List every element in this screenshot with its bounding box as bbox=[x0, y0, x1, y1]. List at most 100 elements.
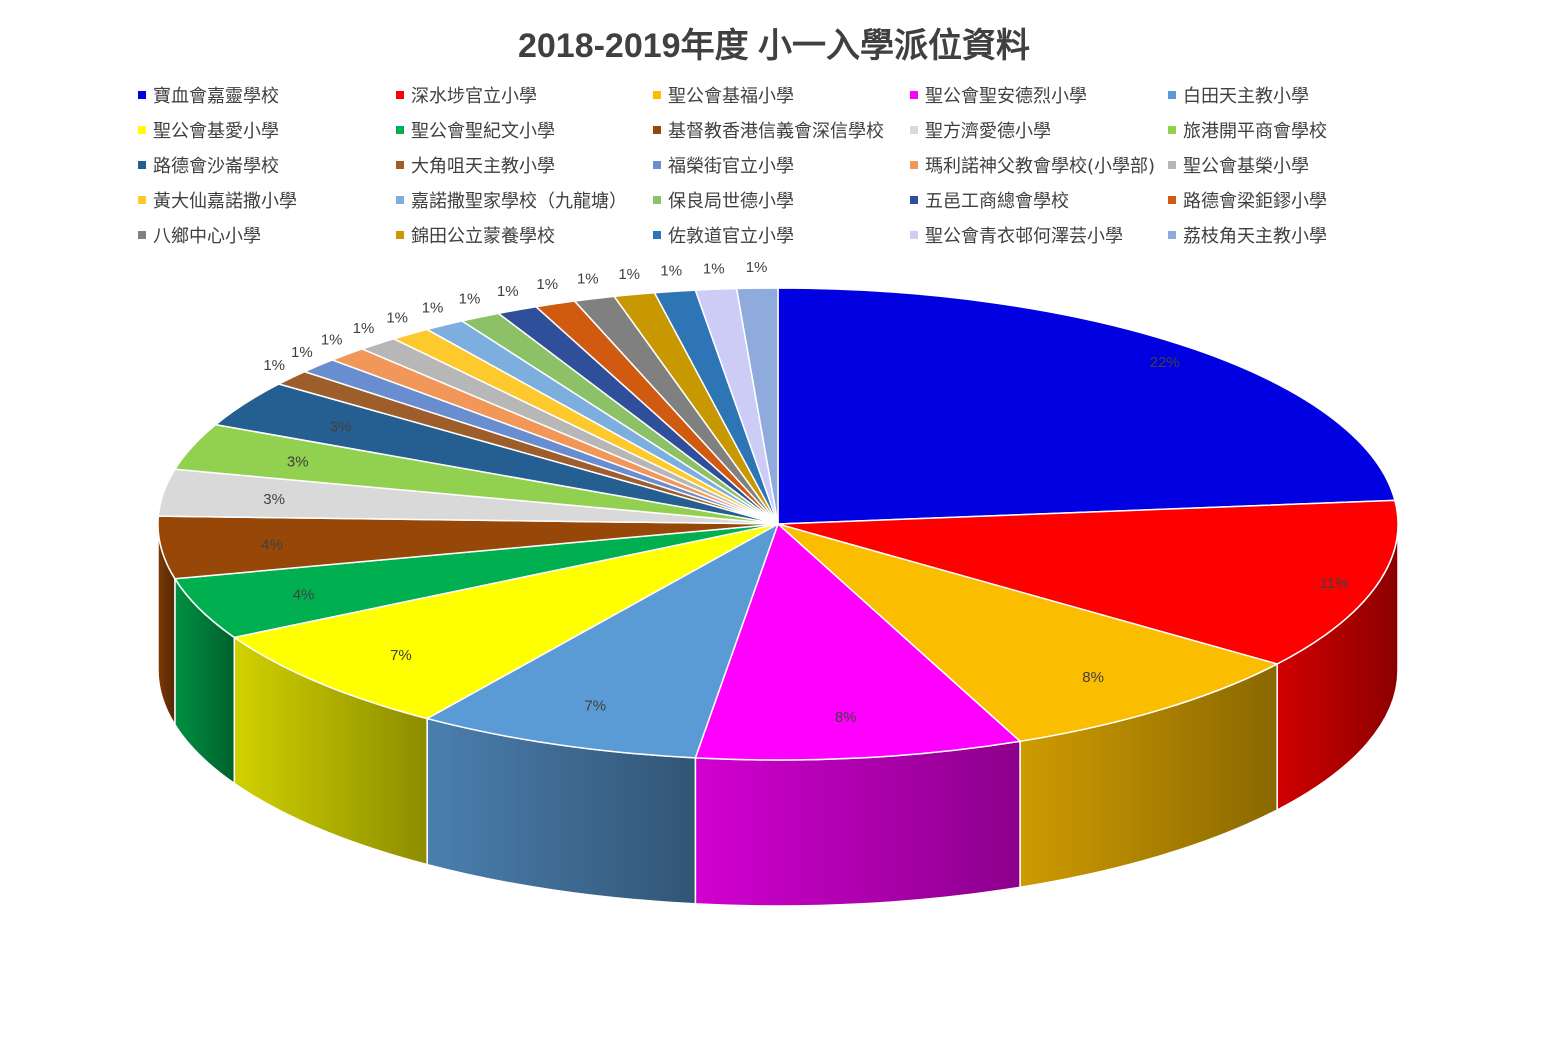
legend-swatch bbox=[396, 126, 404, 134]
legend-label: 黃大仙嘉諾撒小學 bbox=[153, 191, 297, 212]
pie-slice bbox=[233, 523, 779, 720]
legend-swatch bbox=[396, 231, 404, 239]
legend-swatch bbox=[910, 126, 918, 134]
legend-label: 深水埗官立小學 bbox=[411, 86, 537, 107]
legend-label: 嘉諾撒聖家學校（九龍塘） bbox=[411, 191, 627, 212]
data-label: 1% bbox=[263, 357, 285, 374]
pie-slice bbox=[426, 523, 779, 759]
legend-swatch bbox=[396, 161, 404, 169]
data-label: 3% bbox=[330, 418, 352, 435]
pie-slice bbox=[777, 523, 1278, 743]
data-label: 1% bbox=[459, 291, 481, 308]
legend-label: 聖公會青衣邨何澤芸小學 bbox=[925, 226, 1123, 247]
legend-item: 路德會沙崙學校 bbox=[138, 152, 279, 182]
legend-label: 聖公會聖紀文小學 bbox=[411, 121, 555, 142]
legend-label: 聖方濟愛德小學 bbox=[925, 121, 1051, 142]
legend-swatch bbox=[1168, 91, 1176, 99]
legend-label: 佐敦道官立小學 bbox=[668, 226, 794, 247]
legend-label: 聖公會基福小學 bbox=[668, 86, 794, 107]
legend-swatch bbox=[653, 196, 661, 204]
legend-item: 瑪利諾神父教會學校(小學部) bbox=[910, 152, 1155, 182]
data-label: 1% bbox=[703, 260, 725, 277]
legend-item: 旅港開平商會學校 bbox=[1168, 117, 1327, 147]
legend-item: 深水埗官立小學 bbox=[396, 82, 537, 112]
legend-item: 白田天主教小學 bbox=[1168, 82, 1309, 112]
legend-item: 聖公會青衣邨何澤芸小學 bbox=[910, 222, 1123, 252]
data-label: 8% bbox=[835, 709, 857, 726]
data-label: 1% bbox=[497, 283, 519, 300]
legend-swatch bbox=[138, 91, 146, 99]
data-label: 1% bbox=[291, 344, 313, 361]
legend-item: 五邑工商總會學校 bbox=[910, 187, 1069, 217]
legend-item: 荔枝角天主教小學 bbox=[1168, 222, 1327, 252]
legend-label: 保良局世德小學 bbox=[668, 191, 794, 212]
legend-item: 嘉諾撒聖家學校（九龍塘） bbox=[396, 187, 627, 217]
legend-label: 聖公會基榮小學 bbox=[1183, 156, 1309, 177]
legend-item: 寶血會嘉靈學校 bbox=[138, 82, 279, 112]
legend-item: 聖公會聖紀文小學 bbox=[396, 117, 555, 147]
data-label: 1% bbox=[422, 300, 444, 317]
pie-slice bbox=[694, 523, 1021, 761]
data-label: 7% bbox=[584, 698, 606, 715]
data-label: 1% bbox=[536, 276, 558, 293]
legend-item: 基督教香港信義會深信學校 bbox=[653, 117, 884, 147]
pie-slice-side bbox=[694, 740, 1021, 907]
data-label: 22% bbox=[1150, 354, 1180, 371]
legend-item: 聖公會聖安德烈小學 bbox=[910, 82, 1087, 112]
pie-slice bbox=[735, 287, 779, 525]
legend-label: 聖公會基愛小學 bbox=[153, 121, 279, 142]
legend-item: 聖公會基榮小學 bbox=[1168, 152, 1309, 182]
data-label: 1% bbox=[746, 259, 768, 276]
legend-label: 聖公會聖安德烈小學 bbox=[925, 86, 1087, 107]
legend-label: 荔枝角天主教小學 bbox=[1183, 226, 1327, 247]
legend-swatch bbox=[396, 91, 404, 99]
data-label: 4% bbox=[261, 536, 283, 553]
legend-swatch bbox=[396, 196, 404, 204]
legend-item: 黃大仙嘉諾撒小學 bbox=[138, 187, 297, 217]
legend-swatch bbox=[910, 196, 918, 204]
legend-item: 聖公會基福小學 bbox=[653, 82, 794, 112]
data-label: 1% bbox=[660, 263, 682, 280]
data-label: 1% bbox=[386, 309, 408, 326]
chart-title: 2018-2019年度 小一入學派位資料 bbox=[517, 27, 1031, 65]
data-labels: 22% 11% 8% 8% 7% 7% 4% 4% 3% 3% 3% 1% 1% 1% 1% 1% 1% 1% 1%… bbox=[261, 259, 1348, 726]
legend-item: 錦田公立蒙養學校 bbox=[396, 222, 555, 252]
data-label: 1% bbox=[353, 320, 375, 337]
chart-legend: 寶血會嘉靈學校 深水埗官立小學 聖公會基福小學 聖公會聖安德烈小學 白田天主教小學 聖公會… bbox=[138, 82, 1378, 262]
legend-item: 保良局世德小學 bbox=[653, 187, 794, 217]
legend-swatch bbox=[138, 231, 146, 239]
pie-slice bbox=[777, 287, 1396, 525]
data-label: 4% bbox=[293, 587, 315, 604]
legend-label: 路德會梁鉅鏐小學 bbox=[1183, 191, 1327, 212]
legend-label: 福榮街官立小學 bbox=[668, 156, 794, 177]
legend-item: 福榮街官立小學 bbox=[653, 152, 794, 182]
legend-label: 寶血會嘉靈學校 bbox=[153, 86, 279, 107]
legend-swatch bbox=[910, 231, 918, 239]
legend-label: 大角咀天主教小學 bbox=[411, 156, 555, 177]
legend-swatch bbox=[910, 161, 918, 169]
pie-top-faces bbox=[157, 287, 1399, 761]
legend-label: 基督教香港信義會深信學校 bbox=[668, 121, 884, 142]
legend-label: 瑪利諾神父教會學校(小學部) bbox=[925, 156, 1156, 177]
data-label: 11% bbox=[1320, 575, 1349, 592]
pie-slice bbox=[777, 499, 1399, 665]
legend-item: 大角咀天主教小學 bbox=[396, 152, 555, 182]
legend-swatch bbox=[1168, 231, 1176, 239]
data-label: 1% bbox=[618, 266, 640, 283]
legend-swatch bbox=[653, 161, 661, 169]
legend-label: 白田天主教小學 bbox=[1183, 86, 1309, 107]
data-label: 7% bbox=[390, 647, 412, 664]
legend-label: 五邑工商總會學校 bbox=[925, 191, 1069, 212]
data-label: 1% bbox=[577, 271, 599, 288]
data-label: 8% bbox=[1082, 669, 1104, 686]
legend-item: 佐敦道官立小學 bbox=[653, 222, 794, 252]
legend-item: 聖方濟愛德小學 bbox=[910, 117, 1051, 147]
legend-label: 路德會沙崙學校 bbox=[153, 156, 279, 177]
data-label: 1% bbox=[321, 332, 343, 349]
legend-swatch bbox=[1168, 161, 1176, 169]
data-label: 3% bbox=[263, 491, 285, 508]
legend-swatch bbox=[1168, 126, 1176, 134]
legend-swatch bbox=[653, 231, 661, 239]
